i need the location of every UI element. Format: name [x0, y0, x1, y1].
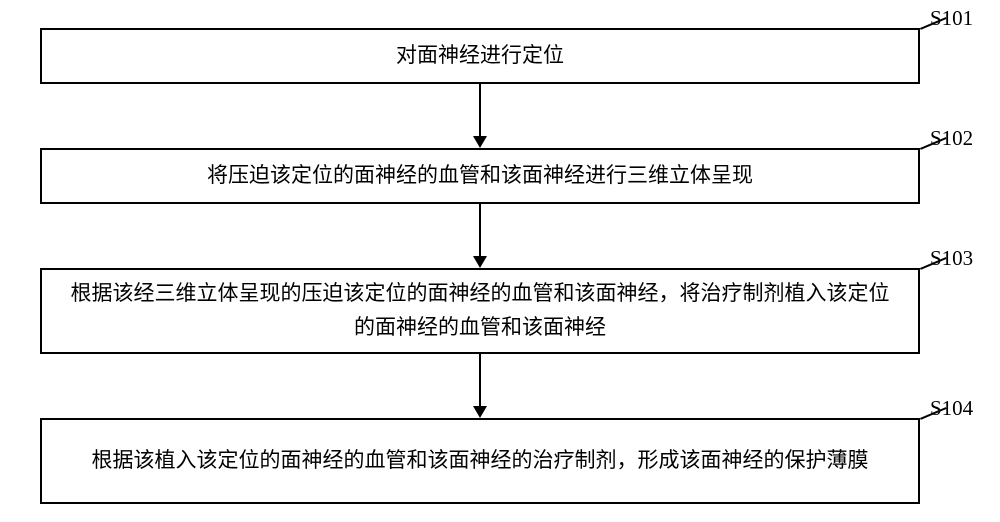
step-box-s101: 对面神经进行定位 — [40, 28, 920, 84]
arrow-line — [479, 84, 481, 136]
arrow-head-icon — [473, 256, 487, 268]
step-text: 根据该经三维立体呈现的压迫该定位的面神经的血管和该面神经，将治疗制剂植入该定位的… — [62, 277, 898, 344]
step-label-s102: S102 — [930, 126, 973, 151]
step-box-s104: 根据该植入该定位的面神经的血管和该面神经的治疗制剂，形成该面神经的保护薄膜 — [40, 418, 920, 504]
step-text: 根据该植入该定位的面神经的血管和该面神经的治疗制剂，形成该面神经的保护薄膜 — [92, 444, 869, 478]
arrow-line — [479, 354, 481, 406]
step-text: 将压迫该定位的面神经的血管和该面神经进行三维立体呈现 — [207, 159, 753, 193]
step-text: 对面神经进行定位 — [396, 39, 564, 73]
arrow-head-icon — [473, 406, 487, 418]
arrow-head-icon — [473, 136, 487, 148]
step-label-s101: S101 — [930, 6, 973, 31]
step-box-s102: 将压迫该定位的面神经的血管和该面神经进行三维立体呈现 — [40, 148, 920, 204]
step-box-s103: 根据该经三维立体呈现的压迫该定位的面神经的血管和该面神经，将治疗制剂植入该定位的… — [40, 268, 920, 354]
arrow-line — [479, 204, 481, 256]
flowchart-canvas: 对面神经进行定位 S101 将压迫该定位的面神经的血管和该面神经进行三维立体呈现 S1… — [0, 0, 1000, 522]
step-label-s103: S103 — [930, 246, 973, 271]
step-label-s104: S104 — [930, 396, 973, 421]
